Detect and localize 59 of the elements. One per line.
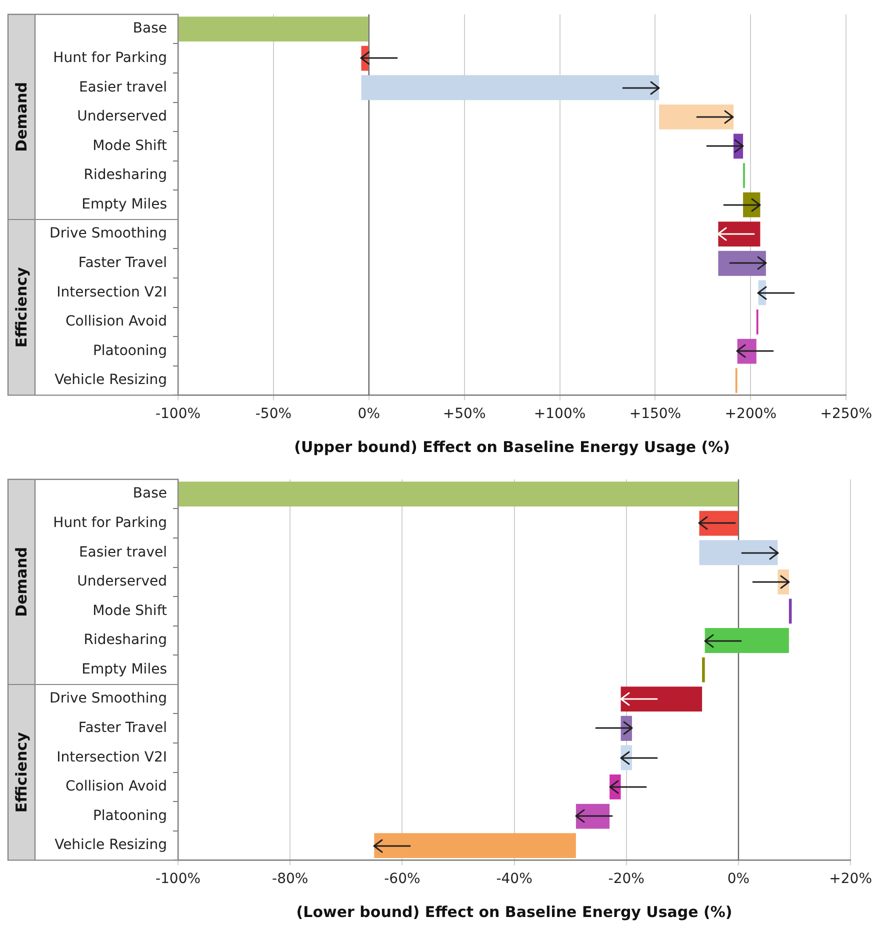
y-tick-label: Ridesharing [84,632,167,648]
x-tick-label: +250% [820,406,872,422]
text: Demand [12,547,30,617]
y-tick-label: Drive Smoothing [50,226,167,242]
y-tick-label: Easier travel [78,79,167,96]
x-tick-label: -40% [496,871,532,888]
x-axis-title: (Upper bound) Effect on Baseline Energy Usage (%) [294,438,730,456]
x-tick-label: +100% [534,406,586,422]
y-tick-label: Intersection V2I [56,284,167,300]
y-tick-label: Collision Avoid [66,778,167,795]
y-tick-label: Underserved [77,574,167,590]
bar [620,686,702,712]
x-tick-label: -60% [384,871,420,888]
x-tick-label: +150% [629,406,682,422]
x-tick-label: -100% [155,406,201,422]
bar [361,75,660,100]
y-tick-label: Platooning [92,342,167,359]
x-tick-label: -20% [608,871,644,888]
bar [659,104,734,130]
bar [718,222,760,247]
y-tick-label: Intersection V2I [56,749,167,766]
x-tick-label: -100% [155,871,201,888]
y-tick-label: Empty Miles [82,196,167,212]
x-tick-label: -50% [255,406,292,422]
y-tick-label: Easier travel [78,544,167,560]
bar [178,16,368,42]
y-tick-label: Drive Smoothing [50,690,167,707]
y-tick-label: Underserved [77,108,167,125]
bar [704,628,789,653]
bar [374,833,576,858]
y-tick-label: Vehicle Resizing [54,372,167,388]
y-tick-label: Ridesharing [84,167,167,184]
x-tick-label: -80% [272,871,308,888]
y-tick-label: Mode Shift [92,602,168,619]
text: Efficiency [12,266,30,348]
bar [699,510,738,536]
y-tick-label: Vehicle Resizing [54,837,167,854]
y-tick-label: Platooning [92,808,167,824]
y-tick-label: Mode Shift [92,138,168,154]
y-tick-label: Base [132,20,167,37]
y-tick-label: Faster Travel [78,720,167,736]
y-tick-label: Base [132,486,167,502]
text: Demand [12,82,30,152]
x-tick-label: +20% [829,871,872,888]
x-tick-label: 0% [727,871,750,888]
y-tick-label: Hunt for Parking [53,50,167,66]
text: Efficiency [12,732,30,813]
y-tick-label: Hunt for Parking [53,514,167,531]
x-tick-label: 0% [358,406,380,422]
bar [178,482,738,506]
y-tick-label: Collision Avoid [66,314,167,330]
y-tick-label: Empty Miles [82,661,167,678]
y-tick-label: Faster Travel [78,255,167,272]
bar [718,250,766,276]
x-tick-label: +200% [724,406,777,422]
x-tick-label: +50% [442,406,486,422]
bar [699,540,778,566]
bar [702,657,705,682]
x-axis-title: (Lower bound) Effect on Baseline Energy Usage (%) [296,902,732,921]
